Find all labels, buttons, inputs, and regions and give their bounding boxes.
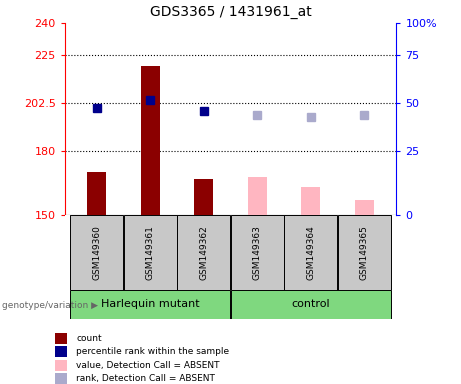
Bar: [248, 177, 266, 215]
Bar: [231, 215, 284, 290]
Text: count: count: [76, 334, 102, 343]
Text: GSM149364: GSM149364: [306, 225, 315, 280]
Bar: [70, 290, 230, 319]
Text: rank, Detection Call = ABSENT: rank, Detection Call = ABSENT: [76, 374, 215, 383]
Bar: [301, 187, 320, 215]
Bar: [70, 215, 123, 290]
Text: control: control: [291, 299, 330, 310]
Title: GDS3365 / 1431961_at: GDS3365 / 1431961_at: [150, 5, 311, 19]
Text: genotype/variation ▶: genotype/variation ▶: [2, 301, 98, 310]
Bar: [124, 215, 177, 290]
Bar: [231, 290, 391, 319]
Text: GSM149360: GSM149360: [92, 225, 101, 280]
Bar: [195, 179, 213, 215]
Bar: [87, 172, 106, 215]
Bar: [338, 215, 391, 290]
Text: GSM149363: GSM149363: [253, 225, 262, 280]
Text: GSM149365: GSM149365: [360, 225, 369, 280]
Bar: [177, 215, 230, 290]
Text: Harlequin mutant: Harlequin mutant: [101, 299, 200, 310]
Bar: [141, 66, 160, 215]
Text: GSM149362: GSM149362: [199, 225, 208, 280]
Bar: [355, 200, 374, 215]
Text: GSM149361: GSM149361: [146, 225, 155, 280]
Text: percentile rank within the sample: percentile rank within the sample: [76, 347, 229, 356]
Text: value, Detection Call = ABSENT: value, Detection Call = ABSENT: [76, 361, 219, 370]
Bar: [284, 215, 337, 290]
